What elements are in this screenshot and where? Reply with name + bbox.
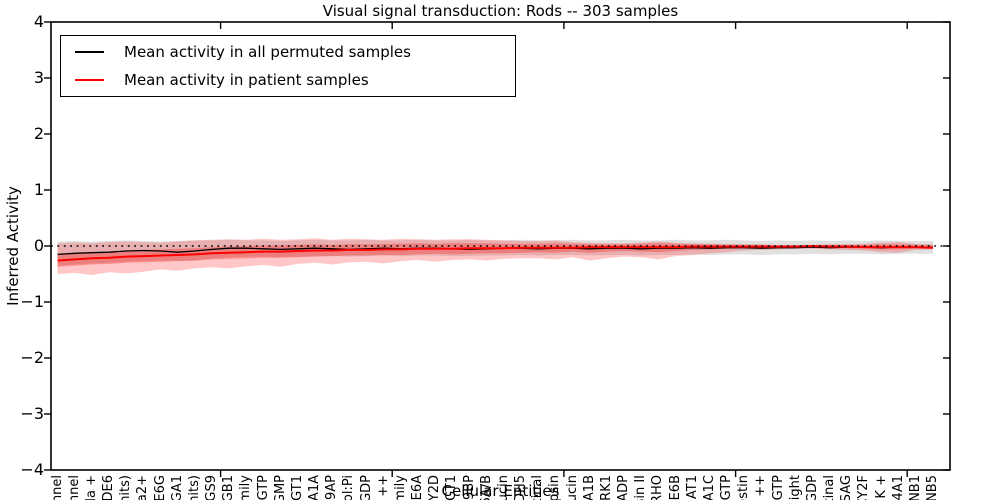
y-tick-label: −2 [20,348,44,367]
x-category-label-text: GUCY2D [427,475,442,500]
x-category-label-text: GNAT1 [684,475,700,500]
legend-entry-patient: Mean activity in patient samples [61,68,515,92]
y-tick-label: 2 [33,124,44,143]
x-category-label-text: GCAP Family/Ca ++ [376,475,391,500]
chart-title: Visual signal transduction: Rods -- 303 … [322,2,679,20]
y-tick-label: −1 [20,292,44,311]
x-category-label-text: GNB5 [925,475,940,500]
x-category-label-text: mol:GMP (4 units) [187,475,202,500]
x-category-label-text: GNAT1/GTP [719,475,734,500]
x-category-label-text: GC1/GCAP Family [238,475,253,500]
y-tick-label: −4 [20,460,44,479]
x-category-label-text: RHO [650,475,666,500]
x-category-label-text: PDE6B [667,475,683,500]
x-category-label-text: mol:GTP [771,475,786,500]
x-category-label-text: Metarhodopsin II [633,475,648,500]
y-tick-label: −3 [20,404,44,423]
x-category-label-text: CNG Channel [50,475,65,500]
x-category-label-text: GNB1 [907,475,923,500]
x-category-label-text: GUCA1B [582,475,597,500]
x-category-label-text: GUCY2F [856,475,871,500]
x-axis-label: Cellular Entities [441,482,560,500]
legend-entry-permuted: Mean activity in all permuted samples [61,40,515,64]
x-category-label-text: GRK1 [598,475,614,500]
y-tick-label: 0 [33,236,44,255]
x-category-label-text: Rhodopsin [547,475,562,500]
x-category-label-text: mol:Ca ++ [753,475,768,500]
x-category-label-text: RGS9 [204,475,219,500]
x-category-label-text: RDH5 [513,475,528,500]
x-category-label-text: PDE6G [152,475,168,500]
x-category-label-text: PDE6A/B [479,475,494,500]
x-category-label-text: absorption of light [788,475,803,500]
x-category-label-text: GUCA1C [702,475,717,500]
x-category-label-text: cGMP/CNG Channel [67,475,82,500]
x-category-label-text: PDE6G/GNAT1/GTP [256,475,271,500]
x-category-label-text: PDE6 [101,475,116,500]
x-category-label-text: mol:cGMP [273,475,288,500]
legend-label-patient: Mean activity in patient samples [124,71,369,89]
x-category-label-text: GNGT1 [289,475,305,500]
x-category-label-text: GNB1/GNGT1 [444,475,459,500]
x-category-label-text: mol:all-trans-retinal [822,475,837,500]
x-category-label-text: CNGB1 [221,475,237,500]
x-category-label-text: Metarhodopsin II/Arrestin [736,475,751,500]
x-category-label-text: GNAT1/GDP [359,475,374,500]
x-category-label-text: RGS9-1/Gbeta5/R9AP [324,475,339,500]
x-category-label-text: Na + (4 Units) [118,475,133,500]
x-category-label-text: SAG [839,475,855,500]
x-category-label-text: Transducin [496,475,511,500]
y-tick-label: 4 [33,12,44,31]
x-category-label-text: mol:Pi [341,475,357,500]
x-category-label-text: mol:K + [874,475,889,500]
x-category-label-text: RGS9BP [462,475,477,500]
y-tick-label: 1 [33,180,44,199]
x-category-label-text: PDE6A [410,475,425,500]
x-category-label-text: GUCA1A [307,475,322,500]
x-category-label-text: mol:11-cis-retinal [530,475,545,500]
legend-label-permuted: Mean activity in all permuted samples [124,43,411,61]
x-category-label-text: CNGA1 [169,475,185,500]
x-category-label-text: mol:ADP [616,475,631,500]
x-category-label-text: mol:Na + [84,475,99,500]
x-category-label-text: Metarhodopsin II/Transducin [565,475,580,500]
x-category-label-text: mol:GDP [805,475,820,500]
y-tick-label: 3 [33,68,44,87]
legend-box: Mean activity in all permuted samples Me… [60,35,516,97]
x-category-label-text: GC2/GCAP Family [393,475,408,500]
x-category-label-text: SLC24A1 [891,475,906,500]
x-category-label-text: mol:Ca2+ [135,475,150,500]
permuted-line-sample [75,51,104,53]
patient-line-sample [75,79,104,81]
